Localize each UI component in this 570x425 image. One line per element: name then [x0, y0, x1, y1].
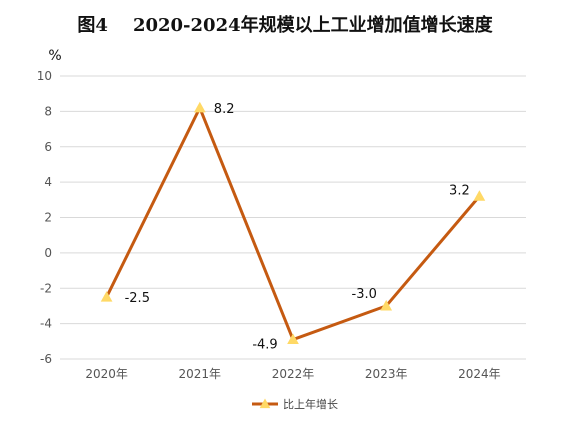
data-point: [473, 190, 486, 201]
series-line: [105, 106, 481, 342]
gridlines: [60, 75, 526, 360]
data-label: -3.0: [352, 287, 377, 302]
y-tick-label: 10: [37, 69, 52, 83]
x-tick-label: 2021年: [179, 367, 222, 381]
chart-title: 图4 2020-2024年规模以上工业增加值增长速度: [77, 15, 493, 36]
data-point: [193, 101, 206, 113]
y-axis-ticks: -6 -4 -2 0 2 4 6 8 10: [37, 69, 52, 366]
data-label: -2.5: [125, 291, 150, 306]
x-tick-label: 2022年: [272, 367, 315, 381]
y-axis-unit: %: [48, 48, 61, 64]
data-label: 3.2: [449, 183, 470, 198]
legend-marker-swatch: [259, 398, 271, 409]
y-tick-label: 6: [44, 140, 52, 154]
y-tick-label: 4: [44, 175, 52, 189]
legend: 比上年增长: [252, 397, 338, 411]
data-point: [287, 333, 299, 345]
data-label: -4.9: [252, 338, 277, 353]
x-tick-label: 2020年: [85, 367, 128, 381]
y-tick-label: 0: [44, 246, 52, 260]
data-point: [100, 291, 113, 302]
y-tick-label: -4: [40, 317, 52, 331]
y-tick-label: 8: [44, 104, 52, 118]
data-point: [380, 299, 393, 311]
x-tick-label: 2023年: [365, 367, 408, 381]
legend-label: 比上年增长: [283, 397, 338, 411]
x-axis-ticks: 2020年 2021年 2022年 2023年 2024年: [85, 367, 500, 381]
y-tick-label: 2: [44, 211, 52, 225]
y-tick-label: -6: [40, 352, 52, 366]
data-label: 8.2: [214, 102, 235, 117]
series-layer: -2.5 8.2 -4.9 -3.0 3.2: [100, 101, 486, 353]
x-tick-label: 2024年: [458, 367, 501, 381]
y-tick-label: -2: [40, 281, 52, 295]
